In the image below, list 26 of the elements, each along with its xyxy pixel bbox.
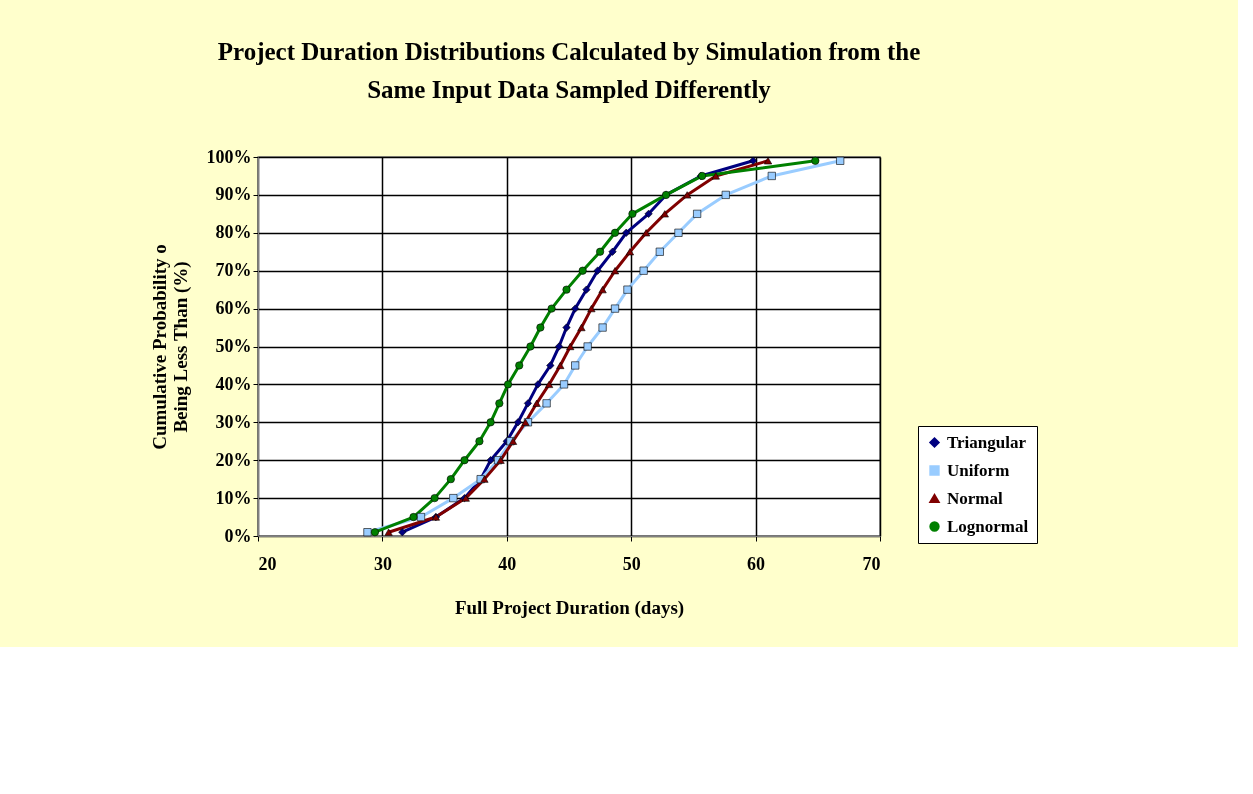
x-tick-label: 30: [373, 553, 392, 574]
y-tick-label: 10%: [215, 487, 252, 508]
legend-label: Normal: [947, 488, 1003, 508]
x-tick-label: 70: [862, 553, 881, 574]
y-tick-label: 40%: [215, 373, 252, 394]
text: Project Duration Distributions Calculated by Simulation from the: [217, 38, 921, 65]
x-tick-label: 20: [258, 553, 277, 574]
legend-label: Uniform: [947, 460, 1010, 480]
y-tick-label: 60%: [215, 298, 252, 319]
text: Cumulative Probability o: [148, 244, 170, 450]
y-tick-label: 70%: [215, 260, 252, 281]
y-tick-label: 50%: [215, 336, 252, 356]
text: Being Less Than (%): [169, 261, 191, 433]
legend-label: Lognormal: [947, 516, 1029, 536]
y-tick-label: 90%: [215, 184, 252, 205]
y-tick-label: 100%: [206, 146, 252, 167]
legend-label: Triangular: [947, 432, 1027, 452]
x-tick-label: 60: [747, 553, 766, 574]
x-tick-label: 40: [498, 553, 517, 574]
y-tick-label: 30%: [215, 411, 252, 432]
y-tick-label: 20%: [215, 449, 252, 470]
text: Same Input Data Sampled Differently: [367, 76, 771, 103]
x-axis-title: Full Project Duration (days): [454, 596, 685, 619]
y-tick-label: 0%: [224, 525, 252, 546]
y-tick-label: 80%: [215, 222, 252, 243]
x-tick-label: 50: [622, 553, 641, 574]
